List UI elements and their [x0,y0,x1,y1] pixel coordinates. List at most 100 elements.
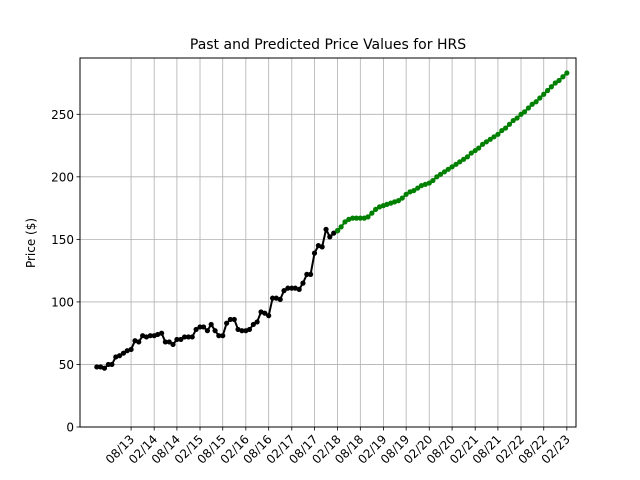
data-point [411,187,417,194]
data-point [564,70,570,76]
data-point [185,334,192,340]
data-point [220,333,226,339]
y-tick-label: 100 [51,295,74,309]
data-point [426,180,432,186]
data-point [541,91,547,97]
data-point [434,174,440,180]
data-point [353,215,360,221]
y-tick-label: 50 [59,358,74,372]
data-point [136,339,142,345]
data-point [499,127,505,134]
data-point [369,210,375,216]
data-point [269,295,276,301]
data-point [101,365,108,371]
data-point [441,169,448,175]
series-0 [94,226,341,371]
data-point [147,333,153,339]
data-point [556,77,562,84]
data-point [476,145,482,151]
data-point [200,324,207,330]
data-point [430,177,436,184]
data-point [94,364,100,370]
data-point [422,181,428,187]
data-point [250,321,256,328]
data-point [521,109,528,115]
data-point [281,288,287,294]
data-point [178,336,184,343]
data-point [308,271,314,277]
data-point [552,80,558,86]
data-point [365,214,371,220]
data-point [437,171,444,177]
data-point [174,336,180,343]
data-point [159,330,165,336]
data-point [224,320,230,326]
data-point [285,285,291,291]
data-point [449,164,455,170]
data-point [231,316,237,323]
data-point [331,230,337,236]
plot-frame [79,57,577,428]
data-point [548,84,554,90]
data-point [403,191,409,197]
data-point [204,328,211,334]
data-point [468,150,474,156]
data-point [166,339,172,345]
y-axis-label: Price ($) [24,218,38,268]
data-point [545,87,551,94]
data-point [311,250,318,256]
y-axis: 0 50 100 150 200 250 [51,108,80,435]
chart-title: Past and Predicted Price Values for HRS [190,37,466,53]
data-point [338,224,344,230]
data-point [239,328,245,334]
data-point [266,313,272,319]
data-point [495,131,501,137]
data-point [560,74,566,80]
y-tick-label: 250 [51,108,74,122]
series-1 [335,70,570,234]
data-point [395,198,402,204]
x-axis: 08/1302/1408/1402/1508/1502/1608/1602/17… [103,427,573,467]
data-point [342,219,348,225]
data-point [445,166,451,172]
data-point [109,361,115,368]
data-point [453,161,459,167]
data-point [262,310,268,316]
data-point [304,271,310,277]
data-point [514,115,520,121]
data-point [457,159,463,165]
data-point [300,280,306,286]
data-point [335,228,341,234]
data-point [162,339,168,345]
data-point [506,121,513,127]
data-point [399,195,405,201]
data-point [189,334,195,340]
data-point [415,185,421,191]
data-point [212,328,218,334]
data-point [319,244,325,250]
data-point [502,125,509,131]
data-point [181,334,188,340]
data-point [491,134,497,140]
data-point [193,326,199,333]
data-point [254,319,260,325]
data-point [208,321,214,328]
data-point [357,215,363,221]
data-point [216,333,222,339]
data-point [525,105,532,111]
data-point [323,226,329,232]
data-point [464,154,471,160]
y-tick-label: 200 [51,170,74,184]
data-point [296,286,302,293]
series-line [96,228,339,370]
data-point [277,296,283,303]
data-point [537,95,543,101]
data-point [350,215,356,221]
data-point [120,350,127,356]
data-point [510,117,516,124]
data-point [170,341,176,348]
data-point [529,101,535,107]
data-point [373,206,379,212]
data-point [483,139,489,145]
